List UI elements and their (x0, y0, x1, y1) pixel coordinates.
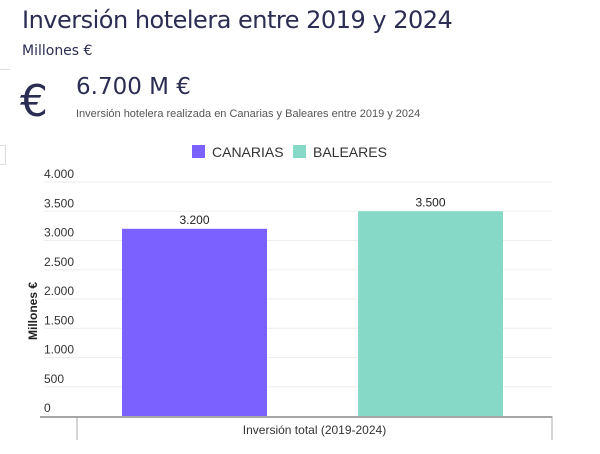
y-tick-label: 1.000 (44, 343, 74, 357)
divider (0, 69, 10, 70)
y-tick-label: 500 (44, 372, 64, 386)
x-tick-label: Inversión total (2019-2024) (243, 423, 386, 437)
data-label: 3.200 (179, 213, 209, 227)
y-tick-label: 0 (44, 401, 51, 415)
y-tick-label: 3.000 (44, 226, 74, 240)
kpi-description: Inversión hotelera realizada en Canarias… (76, 108, 421, 120)
euro-icon: € (20, 76, 48, 127)
y-tick-label: 4.000 (44, 167, 74, 181)
legend-swatch-baleares (293, 145, 306, 158)
panel-edge (0, 145, 6, 165)
unit-label: Millones € (22, 43, 93, 59)
y-tick-label: 2.000 (44, 284, 74, 298)
page-title: Inversión hotelera entre 2019 y 2024 (22, 6, 453, 34)
y-tick-label: 1.500 (44, 313, 74, 327)
legend-swatch-canarias (192, 145, 205, 158)
legend-label: BALEARES (313, 144, 387, 160)
y-tick-label: 2.500 (44, 255, 74, 269)
y-axis-label: Millones € (26, 282, 40, 340)
y-tick-label: 3.500 (44, 196, 74, 210)
kpi-value: 6.700 M € (76, 74, 191, 100)
legend-label: CANARIAS (212, 144, 284, 160)
bar-baleares (358, 211, 503, 416)
data-label: 3.500 (415, 195, 445, 209)
bar-canarias (122, 228, 267, 416)
